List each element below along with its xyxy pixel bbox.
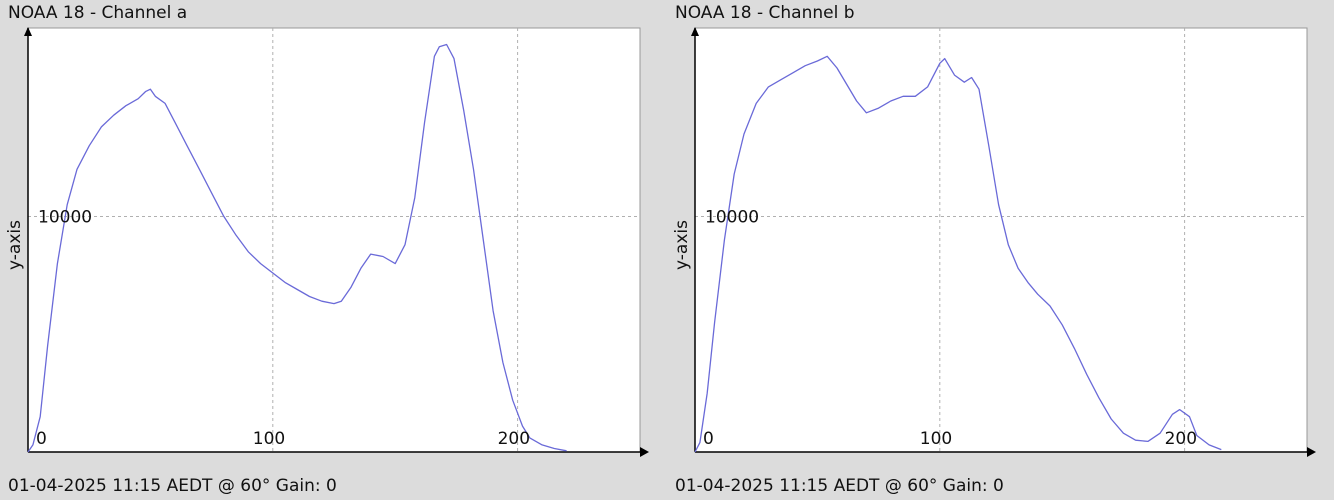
chart-a: 0 100 200 10000 y-axis [5, 27, 649, 457]
y-axis-arrow [24, 27, 32, 36]
y-axis-title: y-axis [672, 220, 692, 270]
chart-panel-a: NOAA 18 - Channel a 0 100 200 10000 y-axis 0… [5, 3, 649, 496]
chart-b: 0 100 200 10000 y-axis [672, 27, 1316, 457]
chart-panel-b: NOAA 18 - Channel b 0 100 200 10000 y-axis 0… [667, 0, 1334, 500]
x-tick-label: 200 [498, 429, 530, 449]
y-axis-title: y-axis [5, 220, 25, 270]
chart-title: NOAA 18 - Channel b [675, 3, 855, 23]
plot-area [27, 27, 641, 453]
x-tick-label: 0 [703, 429, 714, 449]
series-line [27, 43, 567, 453]
x-axis-arrow [1307, 447, 1316, 457]
y-axis-arrow [691, 27, 699, 36]
series-line [694, 55, 1222, 453]
timestamp-footer: 01-04-2025 11:15 AEDT @ 60° Gain: 0 [675, 476, 1004, 496]
x-axis-arrow [640, 447, 649, 457]
y-tick-label: 10000 [705, 207, 759, 227]
plot-area [694, 27, 1308, 453]
chart-title: NOAA 18 - Channel a [8, 3, 188, 23]
x-tick-label: 0 [36, 429, 47, 449]
y-tick-label: 10000 [38, 207, 92, 227]
x-tick-label: 100 [920, 429, 952, 449]
x-tick-label: 200 [1165, 429, 1197, 449]
x-tick-label: 100 [253, 429, 285, 449]
timestamp-footer: 01-04-2025 11:15 AEDT @ 60° Gain: 0 [8, 476, 337, 496]
